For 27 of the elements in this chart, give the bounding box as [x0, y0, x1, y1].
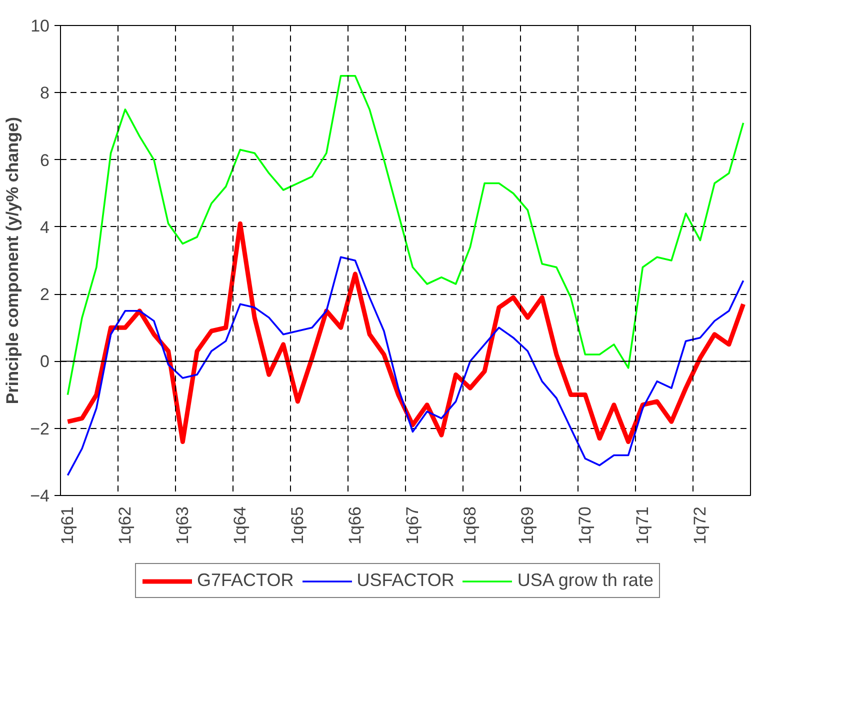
y-tick-label: 10 [30, 16, 50, 36]
line-series [66, 256, 744, 476]
y-axis-title: Principle component (y/y% change) [3, 116, 22, 404]
y-tick-label: −2 [30, 419, 50, 438]
x-tick-label: 1q64 [230, 506, 250, 544]
x-tick-label: 1q63 [173, 506, 192, 544]
y-tick-label: 4 [40, 218, 50, 237]
line-series [65, 221, 746, 444]
y-tick-label: 0 [40, 352, 50, 372]
x-tick-label: 1q72 [690, 506, 710, 544]
x-tick-label: 1q70 [576, 506, 595, 544]
y-tick-label: 6 [40, 150, 50, 170]
x-tick-label: 1q61 [58, 506, 78, 544]
x-tick-label: 1q66 [346, 506, 365, 544]
legend-label: G7FACTOR [197, 570, 294, 591]
x-tick-label: 1q69 [518, 506, 538, 544]
x-tick-label: 1q68 [460, 506, 480, 544]
x-tick-label: 1q71 [633, 506, 652, 544]
x-tick-label: 1q65 [288, 506, 308, 544]
x-tick-label: 1q62 [116, 506, 135, 544]
line-series [66, 74, 744, 396]
y-tick-label: 8 [40, 84, 50, 103]
legend-label: USA grow th rate [517, 570, 654, 591]
x-tick-label: 1q67 [403, 506, 422, 544]
y-tick-label: 2 [40, 285, 50, 304]
y-tick-label: −4 [30, 486, 50, 506]
legend-label: USFACTOR [356, 570, 454, 591]
